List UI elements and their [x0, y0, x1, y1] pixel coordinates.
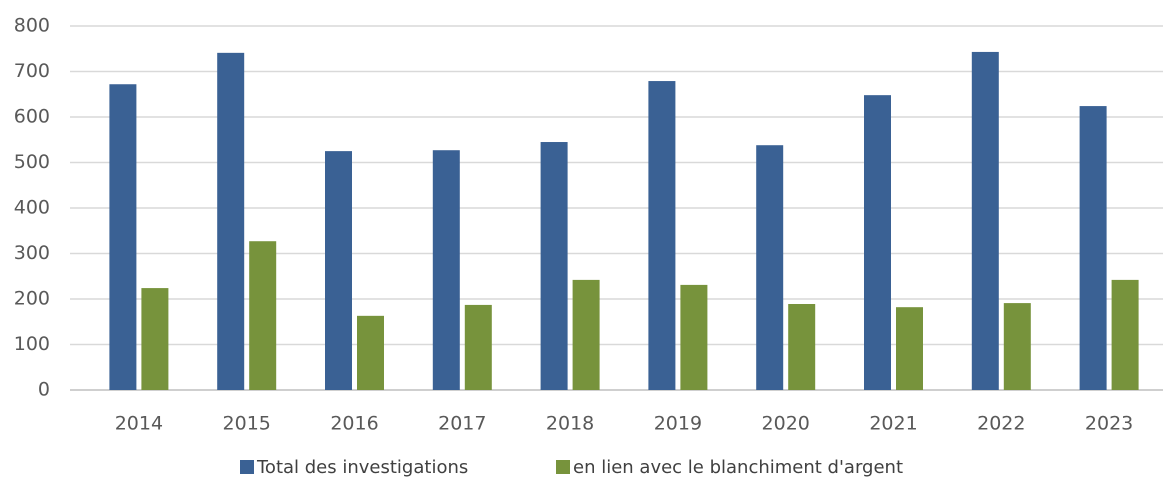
y-tick-label: 100	[14, 333, 50, 355]
bar	[109, 84, 137, 391]
bar	[325, 151, 352, 390]
legend-swatch	[556, 460, 570, 474]
y-tick-label: 400	[14, 197, 50, 219]
bar	[217, 52, 245, 390]
bar	[1079, 106, 1107, 390]
bar	[1111, 279, 1139, 390]
y-tick-label: 200	[14, 288, 50, 310]
y-tick-label: 300	[14, 242, 50, 264]
bar	[864, 95, 891, 390]
y-tick-label: 0	[38, 379, 50, 401]
x-tick-label: 2018	[546, 413, 594, 435]
bar	[896, 307, 923, 390]
bar	[680, 284, 708, 390]
legend-swatch	[240, 460, 254, 474]
bar	[357, 315, 384, 390]
y-tick-label: 500	[14, 151, 50, 173]
x-tick-label: 2017	[438, 413, 486, 435]
bar	[432, 150, 460, 390]
bar	[971, 51, 999, 391]
bar	[1003, 303, 1031, 390]
bar	[648, 81, 676, 391]
x-tick-label: 2019	[654, 413, 702, 435]
x-tick-label: 2014	[115, 413, 163, 435]
bar	[249, 241, 277, 390]
x-tick-label: 2023	[1085, 413, 1133, 435]
legend-label: en lien avec le blanchiment d'argent	[573, 457, 903, 478]
x-tick-label: 2015	[223, 413, 271, 435]
bar	[464, 304, 492, 390]
x-tick-label: 2020	[762, 413, 810, 435]
bar	[540, 142, 568, 390]
y-tick-label: 600	[14, 106, 50, 128]
x-tick-label: 2021	[869, 413, 917, 435]
bar	[141, 288, 169, 390]
bar	[572, 279, 600, 390]
legend-label: Total des investigations	[256, 457, 468, 478]
bar	[788, 304, 816, 390]
x-tick-label: 2022	[977, 413, 1025, 435]
y-tick-label: 700	[14, 60, 50, 82]
bar	[756, 145, 784, 390]
x-tick-label: 2016	[330, 413, 378, 435]
y-tick-label: 800	[14, 15, 50, 37]
